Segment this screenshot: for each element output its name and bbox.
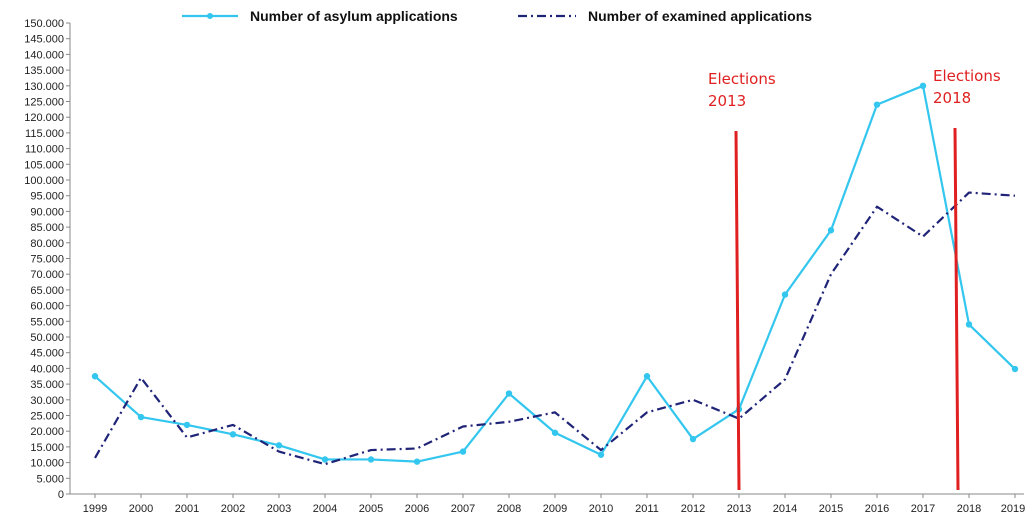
series-line-examined bbox=[94, 191, 1016, 466]
y-tick-label: 10.000 bbox=[30, 458, 64, 470]
x-tick-label: 2004 bbox=[313, 503, 337, 515]
data-point-asylum bbox=[321, 456, 329, 463]
x-tick-label: 1999 bbox=[83, 503, 107, 515]
y-tick-label: 110.000 bbox=[25, 144, 64, 156]
data-point-asylum bbox=[275, 442, 283, 449]
x-tick-label: 2013 bbox=[727, 503, 751, 515]
y-tick-label: 65.000 bbox=[30, 285, 64, 297]
y-tick-label: 150.000 bbox=[24, 18, 64, 30]
x-tick-label: 2014 bbox=[773, 503, 797, 515]
series-line-asylum bbox=[94, 84, 1016, 463]
election-line-2013 bbox=[734, 130, 741, 491]
y-tick-label: 20.000 bbox=[30, 426, 64, 438]
data-point-asylum bbox=[965, 321, 973, 328]
data-point-asylum bbox=[643, 373, 651, 380]
data-point-asylum bbox=[229, 431, 237, 438]
election-line-2018 bbox=[953, 127, 960, 491]
y-tick-label: 140.000 bbox=[24, 49, 64, 61]
x-tick-label: 2010 bbox=[589, 503, 613, 515]
data-point-asylum bbox=[551, 429, 559, 436]
legend-label-examined: Number of examined applications bbox=[588, 8, 812, 24]
y-tick-label: 125.000 bbox=[24, 97, 64, 109]
annotations: Elections 2013 Elections 2018 bbox=[708, 67, 1001, 491]
y-tick-label: 15.000 bbox=[30, 442, 64, 454]
y-tick-label: 145.000 bbox=[24, 34, 64, 46]
y-tick-label: 25.000 bbox=[30, 411, 64, 423]
y-tick-label: 90.000 bbox=[30, 206, 64, 218]
x-tick-label: 2000 bbox=[129, 503, 153, 515]
y-tick-label: 75.000 bbox=[30, 254, 64, 266]
election-label-2013: Elections bbox=[708, 70, 776, 88]
x-tick-label: 2006 bbox=[405, 503, 429, 515]
y-tick-label: 0 bbox=[58, 489, 64, 501]
y-tick-label: 45.000 bbox=[30, 348, 64, 360]
y-tick-label: 95.000 bbox=[30, 191, 64, 203]
data-point-asylum bbox=[873, 101, 881, 108]
y-tick-label: 60.000 bbox=[30, 301, 64, 313]
y-tick-label: 120.000 bbox=[24, 112, 64, 124]
x-tick-label: 2019 bbox=[1001, 503, 1025, 515]
x-tick-label: 2016 bbox=[865, 503, 889, 515]
x-tick-label: 2003 bbox=[267, 503, 291, 515]
x-tick-label: 2015 bbox=[819, 503, 843, 515]
plot-area bbox=[91, 82, 1019, 466]
y-tick-label: 55.000 bbox=[30, 316, 64, 328]
data-point-asylum bbox=[91, 373, 99, 380]
y-tick-label: 105.000 bbox=[24, 159, 64, 171]
x-tick-label: 2018 bbox=[957, 503, 981, 515]
data-point-asylum bbox=[505, 390, 513, 397]
y-tick-label: 80.000 bbox=[30, 238, 64, 250]
data-point-asylum bbox=[459, 448, 467, 455]
y-tick-label: 35.000 bbox=[30, 379, 64, 391]
data-point-asylum bbox=[597, 451, 605, 458]
y-tick-label: 100.000 bbox=[24, 175, 64, 187]
x-axis: 1999 2000 2001 2002 2003 2004 2005 2006 2007 2008… bbox=[70, 493, 1025, 515]
y-tick-label: 135.000 bbox=[24, 65, 64, 77]
x-tick-label: 2007 bbox=[451, 503, 475, 515]
y-axis: 0 5.000 10.000 15.000 20.000 25.000 30.000 35.0… bbox=[24, 18, 71, 501]
x-tick-label: 2017 bbox=[911, 503, 935, 515]
election-label-2018: Elections bbox=[933, 67, 1001, 85]
x-tick-label: 2012 bbox=[681, 503, 705, 515]
x-tick-label: 2009 bbox=[543, 503, 567, 515]
data-point-asylum bbox=[413, 458, 421, 465]
x-tick-label: 2002 bbox=[221, 503, 245, 515]
y-tick-label: 5.000 bbox=[36, 473, 64, 485]
legend: Number of asylum applications Number of … bbox=[182, 8, 812, 24]
x-tick-label: 2001 bbox=[175, 503, 199, 515]
y-tick-label: 50.000 bbox=[30, 332, 64, 344]
election-year-2013: 2013 bbox=[708, 92, 746, 110]
election-year-2018: 2018 bbox=[933, 89, 971, 107]
data-point-asylum bbox=[919, 82, 927, 90]
x-tick-label: 2005 bbox=[359, 503, 383, 515]
y-tick-label: 40.000 bbox=[30, 363, 64, 375]
data-point-asylum bbox=[183, 421, 191, 429]
x-tick-label: 2008 bbox=[497, 503, 521, 515]
y-tick-label: 115.000 bbox=[25, 128, 64, 140]
legend-marker-asylum bbox=[207, 13, 213, 19]
y-tick-label: 85.000 bbox=[30, 222, 64, 234]
legend-label-asylum: Number of asylum applications bbox=[250, 8, 458, 24]
data-point-asylum bbox=[689, 435, 697, 443]
y-tick-label: 70.000 bbox=[30, 269, 64, 281]
data-point-asylum bbox=[781, 291, 789, 298]
y-tick-label: 30.000 bbox=[30, 395, 64, 407]
data-point-asylum bbox=[827, 227, 835, 234]
data-point-asylum bbox=[367, 456, 375, 463]
data-point-asylum bbox=[137, 413, 145, 421]
x-tick-label: 2011 bbox=[635, 503, 659, 515]
y-tick-label: 130.000 bbox=[24, 81, 64, 93]
data-point-asylum bbox=[1011, 365, 1019, 373]
